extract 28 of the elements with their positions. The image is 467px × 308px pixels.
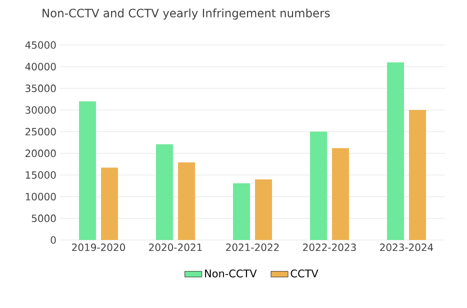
bar [408, 110, 426, 240]
x-tick-label: 2020-2021 [149, 244, 202, 252]
x-tick-label: 2022-2023 [303, 244, 356, 252]
legend-label: Non-CCTV [205, 270, 257, 278]
bar [156, 144, 173, 240]
legend-label: CCTV [290, 270, 318, 278]
x-tick-label: 2021-2022 [226, 244, 279, 252]
bar [255, 179, 272, 240]
bar [386, 62, 404, 240]
y-tick-label: 30000 [26, 106, 56, 114]
bar [310, 132, 327, 240]
bar [101, 168, 118, 240]
y-tick-label: 45000 [25, 41, 56, 49]
y-tick-label: 20000 [26, 150, 56, 158]
chart-title: Non-CCTV and CCTV yearly Infringement numbers [42, 8, 330, 20]
y-tick-label: 0 [50, 236, 56, 244]
y-tick-label: 15000 [26, 171, 56, 179]
bar [79, 101, 96, 240]
y-tick-label: 35000 [26, 84, 56, 92]
x-tick-label: 2023-2024 [380, 244, 434, 252]
y-tick-label: 25000 [26, 128, 56, 136]
y-tick-label: 40000 [25, 62, 56, 70]
y-tick-label: 10000 [26, 192, 56, 200]
x-tick-label: 2019-2020 [72, 244, 125, 252]
bar [178, 162, 195, 240]
bar [233, 183, 250, 240]
y-tick-label: 5000 [32, 214, 56, 222]
bar [332, 148, 349, 240]
